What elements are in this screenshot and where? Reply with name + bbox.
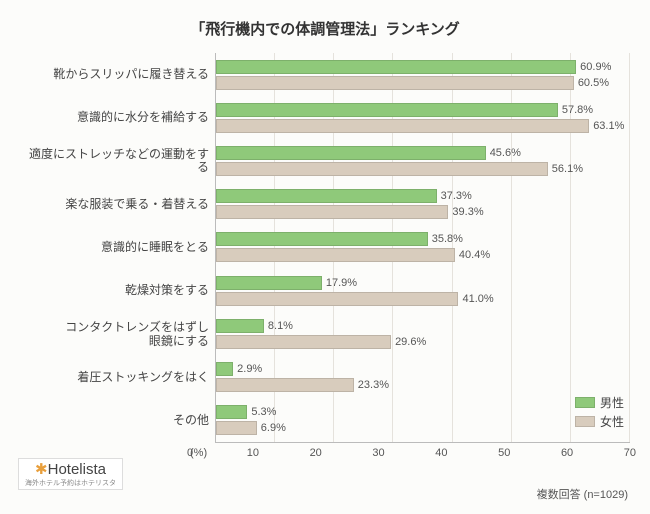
- bar-value-label: 2.9%: [237, 363, 262, 375]
- bar-group: 2.9% 23.3%: [216, 362, 630, 392]
- bar-group: 8.1% 29.6%: [216, 319, 630, 349]
- bar: [216, 146, 486, 160]
- y-axis-label: その他: [20, 400, 215, 443]
- bar-group: 5.3% 6.9%: [216, 405, 630, 435]
- bar-value-label: 60.9%: [580, 61, 611, 73]
- bar-value-label: 23.3%: [358, 379, 389, 391]
- bar-value-label: 5.3%: [251, 406, 276, 418]
- bar-rows: 60.9% 60.5% 57.8%63.1% 45.6% 56.1% 37.3% 39.3%…: [216, 53, 630, 442]
- y-axis-label: 着圧ストッキングをはく: [20, 356, 215, 399]
- x-axis-ticks: 010203040506070: [190, 443, 630, 459]
- bar-value-label: 57.8%: [562, 104, 593, 116]
- bar-group: 45.6% 56.1%: [216, 146, 630, 176]
- legend-item: 男性: [575, 394, 624, 411]
- bar: [216, 232, 428, 246]
- bar: [216, 60, 576, 74]
- bar-value-label: 6.9%: [261, 422, 286, 434]
- bar: [216, 421, 257, 435]
- bar: [216, 378, 354, 392]
- bar-value-label: 39.3%: [452, 206, 483, 218]
- logo-star-icon: ✱: [35, 461, 48, 478]
- logo-subtext: 海外ホテル予約はホテリスタ: [25, 480, 116, 487]
- bar: [216, 162, 548, 176]
- chart-container: 「飛行機内での体調管理法」ランキング 靴からスリッパに履き替える意識的に水分を補…: [0, 0, 650, 514]
- bar: [216, 248, 455, 262]
- bar: [216, 205, 448, 219]
- bar: [216, 319, 264, 333]
- legend-swatch: [575, 397, 595, 408]
- bar-value-label: 45.6%: [490, 147, 521, 159]
- bar: [216, 119, 589, 133]
- bar: [216, 76, 574, 90]
- bar-group: 60.9% 60.5%: [216, 60, 630, 90]
- bar-group: 37.3% 39.3%: [216, 189, 630, 219]
- bar-group: 17.9% 41.0%: [216, 276, 630, 306]
- bars-area: 60.9% 60.5% 57.8%63.1% 45.6% 56.1% 37.3% 39.3%…: [215, 53, 630, 443]
- bar-value-label: 56.1%: [552, 163, 583, 175]
- y-axis-label: 靴からスリッパに履き替える: [20, 53, 215, 96]
- bar-value-label: 60.5%: [578, 77, 609, 89]
- plot-area: 靴からスリッパに履き替える意識的に水分を補給する適度にストレッチなどの運動をする…: [20, 53, 630, 443]
- bar-group: 57.8%63.1%: [216, 103, 630, 133]
- legend-swatch: [575, 416, 595, 427]
- y-axis-labels: 靴からスリッパに履き替える意識的に水分を補給する適度にストレッチなどの運動をする…: [20, 53, 215, 443]
- bar-group: 35.8% 40.4%: [216, 232, 630, 262]
- y-axis-label: コンタクトレンズをはずし眼鏡にする: [20, 313, 215, 356]
- legend-item: 女性: [575, 413, 624, 430]
- bar-value-label: 17.9%: [326, 277, 357, 289]
- y-axis-label: 意識的に水分を補給する: [20, 96, 215, 139]
- bar-value-label: 29.6%: [395, 336, 426, 348]
- x-axis: (%) 010203040506070: [215, 443, 630, 459]
- y-axis-label: 乾燥対策をする: [20, 270, 215, 313]
- bar-value-label: 37.3%: [441, 190, 472, 202]
- logo: ✱Hotelista 海外ホテル予約はホテリスタ: [18, 458, 123, 490]
- y-axis-label: 適度にストレッチなどの運動をする: [20, 140, 215, 183]
- legend-label: 男性: [600, 394, 624, 411]
- bar-value-label: 8.1%: [268, 320, 293, 332]
- bar: [216, 362, 233, 376]
- bar: [216, 405, 247, 419]
- bar-value-label: 41.0%: [462, 293, 493, 305]
- footnote: 複数回答 (n=1029): [537, 486, 628, 502]
- bar-value-label: 40.4%: [459, 249, 490, 261]
- bar: [216, 335, 391, 349]
- y-axis-label: 意識的に睡眠をとる: [20, 226, 215, 269]
- bar: [216, 292, 458, 306]
- legend: 男性女性: [575, 394, 624, 432]
- logo-text: Hotelista: [48, 461, 106, 478]
- chart-title: 「飛行機内での体調管理法」ランキング: [20, 18, 630, 39]
- bar: [216, 276, 322, 290]
- bar-value-label: 35.8%: [432, 233, 463, 245]
- bar-value-label: 63.1%: [593, 120, 624, 132]
- bar: [216, 103, 558, 117]
- y-axis-label: 楽な服装で乗る・着替える: [20, 183, 215, 226]
- legend-label: 女性: [600, 413, 624, 430]
- bar: [216, 189, 437, 203]
